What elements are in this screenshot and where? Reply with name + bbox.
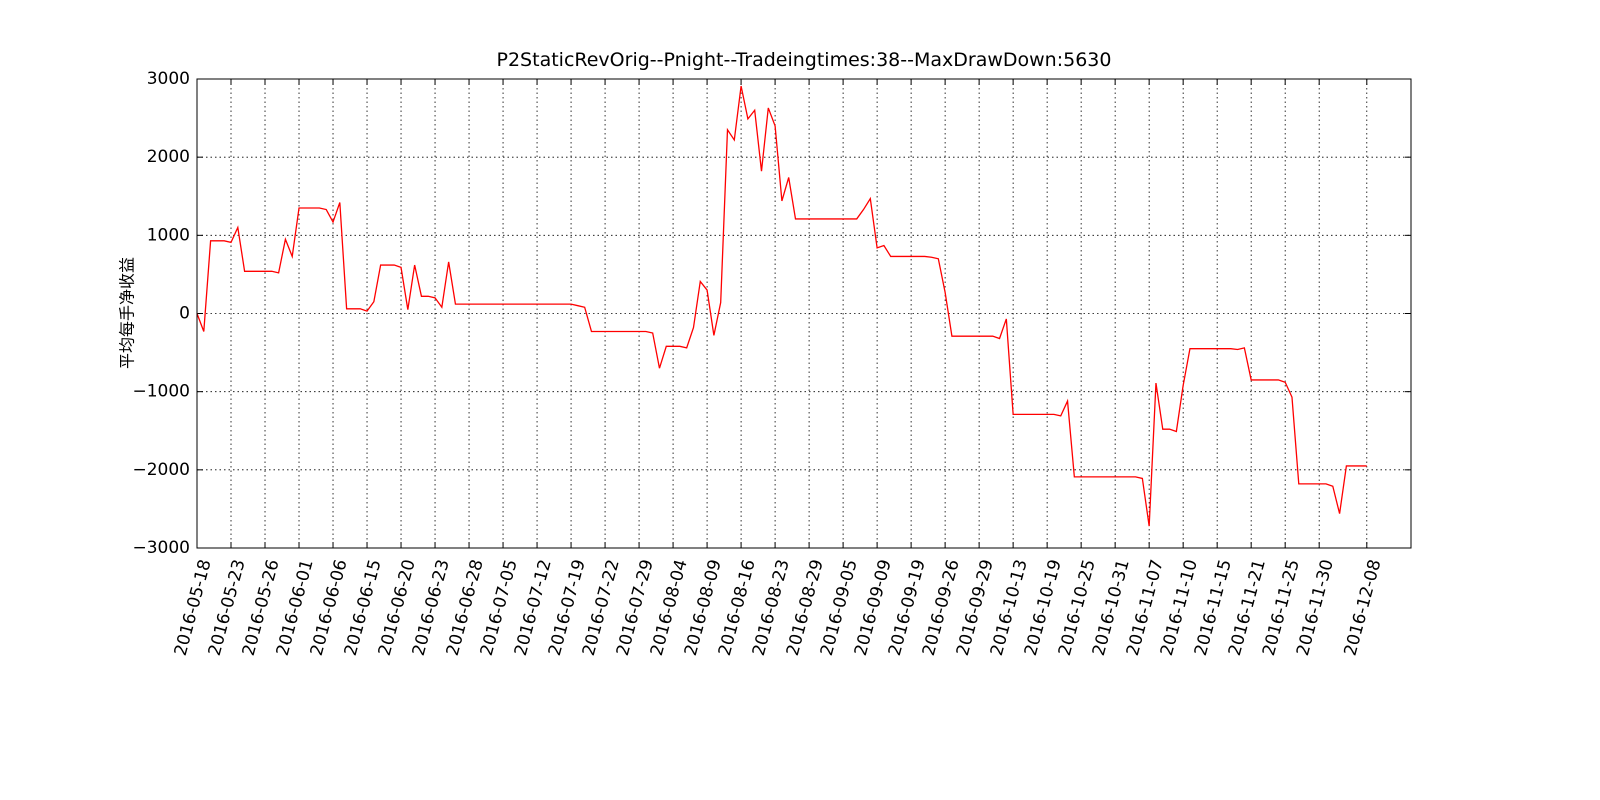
y-tick-label: 2000 xyxy=(147,147,190,167)
x-tick-label: 2016-12-08 xyxy=(1341,557,1386,658)
y-tick-label: 0 xyxy=(179,304,190,324)
y-tick-label: 3000 xyxy=(147,69,190,89)
y-tick-label: 1000 xyxy=(147,225,190,245)
y-tick-label: −2000 xyxy=(132,460,190,480)
y-tick-label: −3000 xyxy=(132,538,190,558)
chart-title: P2StaticRevOrig--Pnight--Tradeingtimes:3… xyxy=(497,49,1112,71)
line-series xyxy=(196,85,1367,527)
y-axis-label: 平均每手净收益 xyxy=(118,257,137,369)
y-tick-label: −1000 xyxy=(132,382,190,402)
plot-frame xyxy=(196,78,1412,549)
